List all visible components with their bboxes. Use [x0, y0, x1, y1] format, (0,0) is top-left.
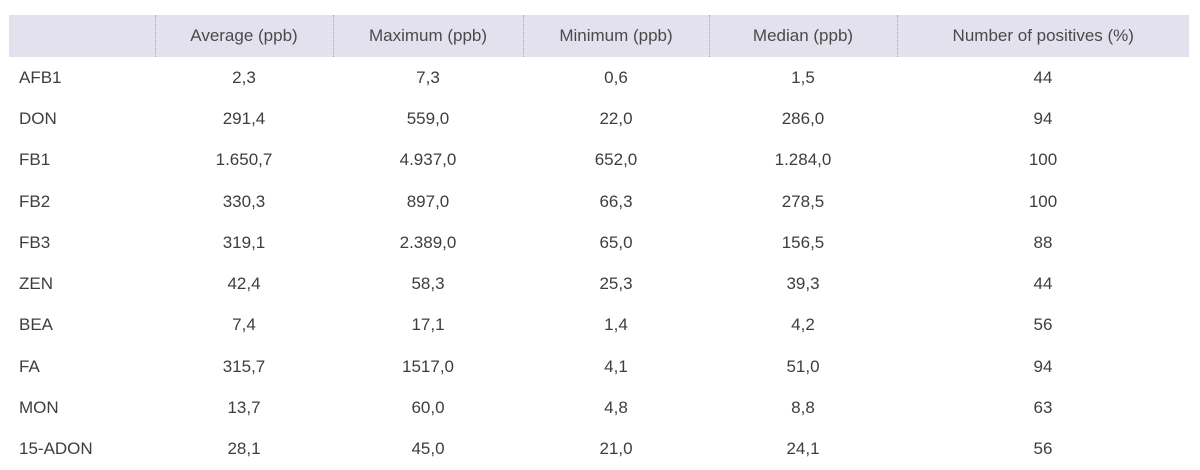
table-row: FA 315,7 1517,0 4,1 51,0 94 — [9, 346, 1189, 387]
toxin-label: FA — [19, 356, 40, 376]
median-cell: 1,5 — [791, 67, 815, 87]
toxin-label: AFB1 — [19, 67, 62, 87]
maximum-cell: 45,0 — [411, 439, 445, 459]
minimum-cell: 1,4 — [604, 315, 628, 335]
table-row: FB1 1.650,7 4.937,0 652,0 1.284,0 100 — [9, 140, 1189, 181]
average-cell: 2,3 — [232, 67, 256, 87]
positives-cell: 94 — [1033, 356, 1053, 376]
maximum-cell: 17,1 — [411, 315, 445, 335]
table-row: FB2 330,3 897,0 66,3 278,5 100 — [9, 181, 1189, 222]
maximum-cell: 7,3 — [416, 67, 440, 87]
minimum-cell: 22,0 — [599, 108, 633, 128]
header-row: Average (ppb) Maximum (ppb) Minimum (ppb… — [9, 15, 1189, 57]
toxin-label: 15-ADON — [19, 439, 93, 459]
median-cell: 24,1 — [786, 439, 820, 459]
table-body: AFB1 2,3 7,3 0,6 1,5 44 DON 291,4 559,0 22,0 286,0… — [9, 57, 1189, 470]
average-cell: 1.650,7 — [215, 150, 273, 170]
maximum-cell: 58,3 — [411, 274, 445, 294]
header-cell-average: Average (ppb) — [154, 15, 333, 57]
positives-cell: 100 — [1028, 191, 1058, 211]
toxin-label: DON — [19, 108, 57, 128]
maximum-cell: 559,0 — [406, 108, 450, 128]
table-row: AFB1 2,3 7,3 0,6 1,5 44 — [9, 57, 1189, 98]
average-cell: 291,4 — [222, 108, 266, 128]
average-cell: 13,7 — [227, 398, 261, 418]
maximum-cell: 2.389,0 — [399, 232, 457, 252]
median-cell: 156,5 — [781, 232, 825, 252]
positives-cell: 88 — [1033, 232, 1053, 252]
median-cell: 4,2 — [791, 315, 815, 335]
toxin-label: FB2 — [19, 191, 51, 211]
minimum-cell: 4,8 — [604, 398, 628, 418]
maximum-cell: 60,0 — [411, 398, 445, 418]
maximum-cell: 4.937,0 — [399, 150, 457, 170]
average-cell: 42,4 — [227, 274, 261, 294]
average-cell: 7,4 — [232, 315, 256, 335]
table-row: DON 291,4 559,0 22,0 286,0 94 — [9, 98, 1189, 139]
mycotoxin-table: Average (ppb) Maximum (ppb) Minimum (ppb… — [9, 15, 1189, 470]
positives-cell: 44 — [1033, 67, 1053, 87]
maximum-cell: 897,0 — [406, 191, 450, 211]
positives-cell: 44 — [1033, 274, 1053, 294]
minimum-cell: 4,1 — [604, 356, 628, 376]
table-row: FB3 319,1 2.389,0 65,0 156,5 88 — [9, 222, 1189, 263]
average-cell: 319,1 — [222, 232, 266, 252]
header-cell-minimum: Minimum (ppb) — [522, 15, 709, 57]
table-row: 15-ADON 28,1 45,0 21,0 24,1 56 — [9, 429, 1189, 470]
header-cell-median: Median (ppb) — [708, 15, 897, 57]
table-row: BEA 7,4 17,1 1,4 4,2 56 — [9, 305, 1189, 346]
toxin-label: BEA — [19, 315, 54, 335]
positives-cell: 56 — [1033, 315, 1053, 335]
minimum-cell: 652,0 — [594, 150, 638, 170]
toxin-label: FB3 — [19, 232, 51, 252]
toxin-label: FB1 — [19, 150, 51, 170]
minimum-cell: 21,0 — [599, 439, 633, 459]
table-header: Average (ppb) Maximum (ppb) Minimum (ppb… — [9, 15, 1189, 57]
average-cell: 28,1 — [227, 439, 261, 459]
toxin-label: ZEN — [19, 274, 53, 294]
positives-cell: 56 — [1033, 439, 1053, 459]
header-cell-blank — [9, 15, 155, 57]
median-cell: 278,5 — [781, 191, 825, 211]
maximum-cell: 1517,0 — [402, 356, 454, 376]
median-cell: 1.284,0 — [774, 150, 832, 170]
minimum-cell: 25,3 — [599, 274, 633, 294]
median-cell: 51,0 — [786, 356, 820, 376]
positives-cell: 94 — [1033, 108, 1053, 128]
average-cell: 330,3 — [222, 191, 266, 211]
header-cell-positives: Number of positives (%) — [896, 15, 1189, 57]
positives-cell: 100 — [1028, 150, 1058, 170]
minimum-cell: 66,3 — [599, 191, 633, 211]
average-cell: 315,7 — [222, 356, 266, 376]
minimum-cell: 0,6 — [604, 67, 628, 87]
median-cell: 8,8 — [791, 398, 815, 418]
median-cell: 286,0 — [781, 108, 825, 128]
header-cell-maximum: Maximum (ppb) — [332, 15, 523, 57]
table-row: MON 13,7 60,0 4,8 8,8 63 — [9, 387, 1189, 428]
positives-cell: 63 — [1033, 398, 1053, 418]
table-row: ZEN 42,4 58,3 25,3 39,3 44 — [9, 263, 1189, 304]
minimum-cell: 65,0 — [599, 232, 633, 252]
median-cell: 39,3 — [786, 274, 820, 294]
toxin-label: MON — [19, 398, 59, 418]
